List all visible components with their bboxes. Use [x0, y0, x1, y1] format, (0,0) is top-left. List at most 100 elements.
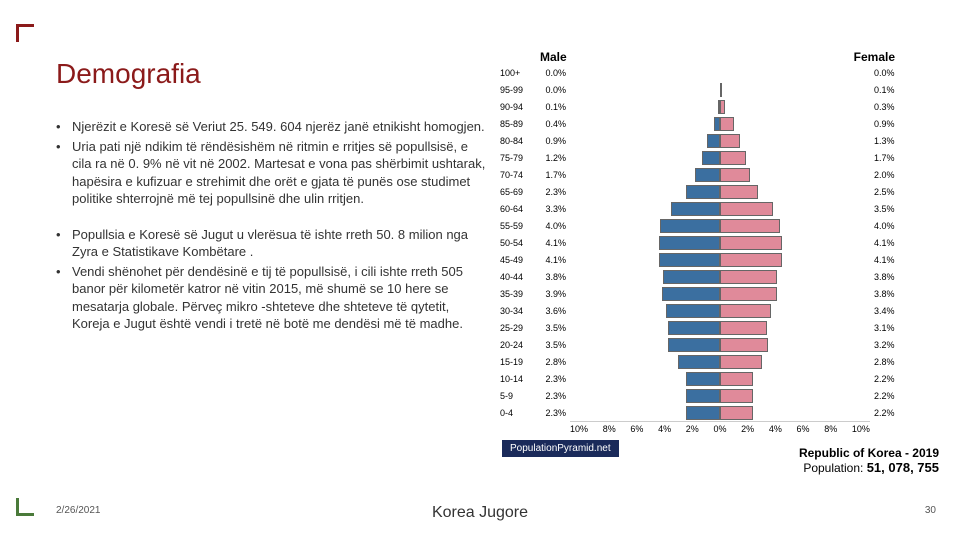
age-label: 80-84 — [500, 136, 534, 146]
female-pct: 3.2% — [870, 340, 906, 350]
bar-area — [570, 236, 870, 250]
slide-title: Demografia — [56, 58, 201, 90]
female-pct: 2.8% — [870, 357, 906, 367]
age-label: 100+ — [500, 68, 534, 78]
male-pct: 4.1% — [534, 238, 570, 248]
bar-area — [570, 304, 870, 318]
male-bar — [686, 185, 721, 199]
male-pct: 4.1% — [534, 255, 570, 265]
male-bar — [707, 134, 721, 148]
chart-population: Population: 51, 078, 755 — [799, 460, 939, 475]
bar-area — [570, 66, 870, 80]
bullet-list-a: Njerëzit e Koresë së Veriut 25. 549. 604… — [56, 118, 486, 208]
pyramid-row: 55-594.0%4.0% — [500, 217, 945, 234]
age-label: 40-44 — [500, 272, 534, 282]
male-bar — [678, 355, 720, 369]
male-bar — [695, 168, 721, 182]
male-pct: 2.3% — [534, 374, 570, 384]
male-pct: 3.5% — [534, 340, 570, 350]
bullet-item: Njerëzit e Koresë së Veriut 25. 549. 604… — [56, 118, 486, 136]
bar-area — [570, 202, 870, 216]
male-bar — [702, 151, 720, 165]
axis-tick: 0% — [713, 424, 726, 434]
axis-tick: 10% — [852, 424, 870, 434]
female-pct: 0.3% — [870, 102, 906, 112]
bullet-list-b: Popullsia e Koresë së Jugut u vlerësua t… — [56, 226, 486, 333]
bar-area — [570, 321, 870, 335]
bar-area — [570, 117, 870, 131]
male-pct: 0.4% — [534, 119, 570, 129]
male-pct: 2.3% — [534, 391, 570, 401]
axis-tick: 4% — [658, 424, 671, 434]
female-pct: 3.4% — [870, 306, 906, 316]
female-pct: 1.7% — [870, 153, 906, 163]
female-pct: 4.1% — [870, 238, 906, 248]
age-label: 90-94 — [500, 102, 534, 112]
female-bar — [720, 321, 767, 335]
age-label: 25-29 — [500, 323, 534, 333]
male-pct: 3.9% — [534, 289, 570, 299]
axis-tick: 6% — [630, 424, 643, 434]
bar-area — [570, 372, 870, 386]
bullet-item: Vendi shënohet për dendësinë e tij të po… — [56, 263, 486, 333]
female-bar — [720, 117, 734, 131]
age-label: 35-39 — [500, 289, 534, 299]
female-pct: 0.1% — [870, 85, 906, 95]
chart-rows: 100+0.0%0.0%95-990.0%0.1%90-940.1%0.3%85… — [500, 64, 945, 421]
male-pct: 2.3% — [534, 187, 570, 197]
female-pct: 1.3% — [870, 136, 906, 146]
pyramid-row: 45-494.1%4.1% — [500, 251, 945, 268]
body-text: Njerëzit e Koresë së Veriut 25. 549. 604… — [56, 118, 486, 351]
bar-area — [570, 151, 870, 165]
pyramid-row: 0-42.3%2.2% — [500, 404, 945, 421]
caption: Korea Jugore — [0, 504, 960, 522]
age-label: 50-54 — [500, 238, 534, 248]
male-pct: 1.7% — [534, 170, 570, 180]
age-label: 0-4 — [500, 408, 534, 418]
chart-footer: Republic of Korea - 2019 Population: 51,… — [799, 446, 939, 475]
age-label: 30-34 — [500, 306, 534, 316]
pop-label: Population: — [803, 461, 866, 475]
male-bar — [686, 389, 721, 403]
pyramid-row: 20-243.5% 3.2% — [500, 336, 945, 353]
bar-area — [570, 83, 870, 97]
female-bar — [720, 287, 777, 301]
pyramid-row: 70-741.7%2.0% — [500, 166, 945, 183]
male-bar — [660, 219, 720, 233]
age-label: 20-24 — [500, 340, 534, 350]
age-label: 10-14 — [500, 374, 534, 384]
pyramid-row: 15-192.8%2.8% — [500, 353, 945, 370]
female-pct: 2.2% — [870, 374, 906, 384]
pyramid-row: 35-393.9%3.8% — [500, 285, 945, 302]
age-label: 5-9 — [500, 391, 534, 401]
female-bar — [720, 389, 753, 403]
bar-area — [570, 270, 870, 284]
chart-header: Male Female — [500, 50, 945, 64]
female-bar — [720, 338, 768, 352]
female-bar — [720, 236, 782, 250]
male-pct: 4.0% — [534, 221, 570, 231]
age-label: 65-69 — [500, 187, 534, 197]
female-pct: 2.0% — [870, 170, 906, 180]
corner-top-left — [16, 24, 34, 42]
female-bar — [720, 100, 725, 114]
male-bar — [663, 270, 720, 284]
pyramid-row: 60-643.3%3.5% — [500, 200, 945, 217]
female-pct: 3.1% — [870, 323, 906, 333]
female-bar — [720, 270, 777, 284]
female-bar — [720, 406, 753, 420]
female-pct: 0.9% — [870, 119, 906, 129]
female-bar — [720, 304, 771, 318]
page-number: 30 — [925, 505, 936, 516]
male-pct: 1.2% — [534, 153, 570, 163]
female-bar — [720, 372, 753, 386]
female-pct: 4.1% — [870, 255, 906, 265]
bar-area — [570, 253, 870, 267]
male-pct: 0.9% — [534, 136, 570, 146]
female-bar — [720, 151, 746, 165]
female-label: Female — [854, 50, 895, 64]
age-label: 15-19 — [500, 357, 534, 367]
chart-axis: 10%8%6%4%2%0%2%4%6%8%10% — [570, 421, 870, 434]
bar-area — [570, 100, 870, 114]
bar-area — [570, 219, 870, 233]
